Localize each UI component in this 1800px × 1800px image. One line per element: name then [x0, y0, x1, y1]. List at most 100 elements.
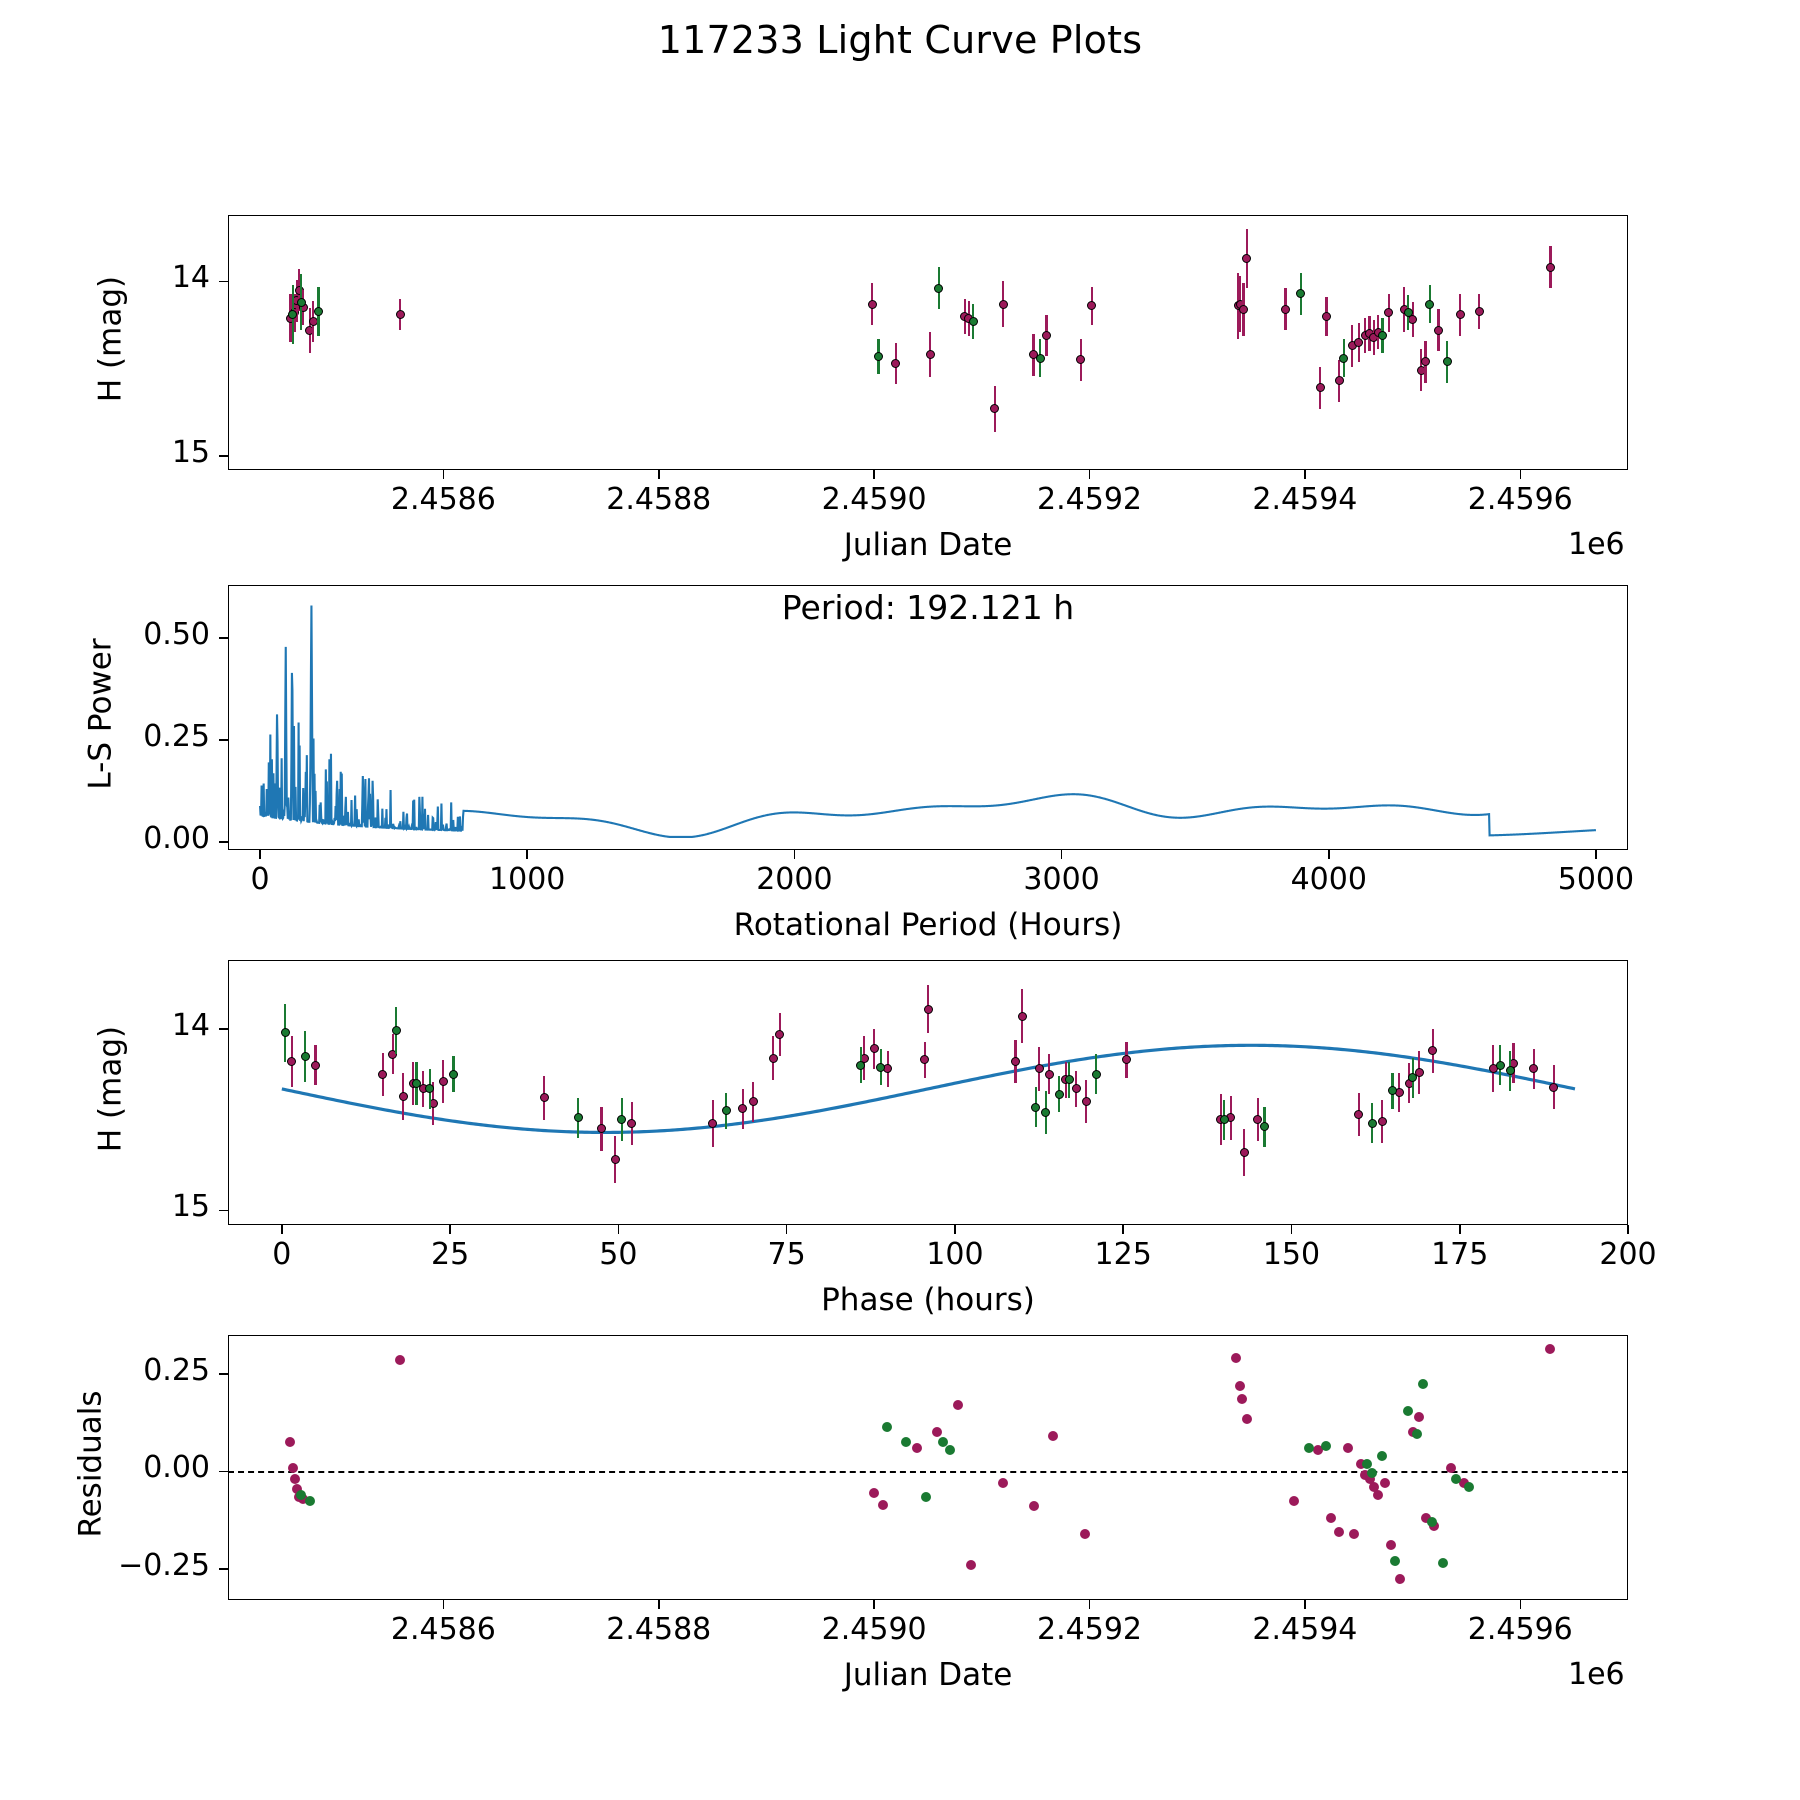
residual-point — [1437, 1557, 1448, 1568]
periodogram-line — [259, 605, 1597, 838]
data-point — [1017, 1011, 1027, 1021]
x-tick-label: 200 — [1599, 1237, 1657, 1272]
data-point — [411, 1078, 421, 1088]
data-point — [1219, 1115, 1229, 1125]
residual-point — [289, 1474, 300, 1485]
x-tick-mark — [442, 1600, 445, 1609]
y-tick-mark — [219, 739, 228, 741]
x-tick-mark — [1327, 850, 1330, 859]
residual-point — [1379, 1478, 1390, 1489]
residual-point — [1403, 1405, 1414, 1416]
y-tick-label: 0.50 — [143, 617, 210, 652]
y-tick-label: 0.00 — [143, 820, 210, 856]
data-point — [573, 1113, 583, 1123]
data-point — [1505, 1066, 1515, 1076]
residual-point — [1420, 1513, 1431, 1524]
residual-point — [869, 1487, 880, 1498]
residual-point — [1321, 1441, 1332, 1452]
data-point — [1403, 308, 1413, 318]
x-tick-mark — [785, 1225, 788, 1234]
panel-phase-folded-plotarea — [228, 960, 1628, 1225]
residual-point — [1418, 1378, 1429, 1389]
panel-light-curve-xlabel: Julian Date — [843, 527, 1013, 563]
data-point — [378, 1069, 388, 1079]
data-point — [1239, 304, 1249, 314]
data-point — [869, 1044, 879, 1054]
x-tick-mark — [873, 470, 875, 479]
x-tick-mark — [1519, 470, 1522, 479]
x-tick-label: 175 — [1431, 1237, 1489, 1272]
data-point — [748, 1097, 758, 1107]
data-point — [311, 1060, 320, 1070]
residual-point — [1080, 1528, 1091, 1539]
data-point — [1408, 1073, 1418, 1083]
residual-point — [1390, 1556, 1401, 1567]
y-tick-label: 15 — [171, 1189, 210, 1225]
data-point — [968, 317, 978, 327]
residual-point — [1427, 1517, 1437, 1528]
x-tick-label: 4000 — [1290, 862, 1367, 897]
data-point — [1549, 1082, 1559, 1092]
y-tick-mark — [219, 1373, 228, 1375]
x-tick-label: 2.4594 — [1252, 482, 1358, 517]
data-point — [398, 1091, 408, 1101]
panel-periodogram-frame — [228, 585, 1628, 850]
data-point — [1071, 1084, 1081, 1094]
residual-point — [296, 1489, 307, 1500]
x-tick-mark — [1627, 1225, 1629, 1234]
residual-point — [1028, 1501, 1039, 1512]
sinusoid-fit-curve — [281, 1043, 1576, 1135]
x-tick-mark — [1060, 850, 1063, 859]
panel-phase-folded-frame — [228, 960, 1628, 1225]
panel-residuals — [228, 1335, 1628, 1600]
residual-point — [395, 1355, 406, 1366]
data-point — [448, 1069, 458, 1079]
data-point — [721, 1106, 731, 1116]
data-point — [308, 317, 318, 327]
data-point — [923, 1004, 933, 1014]
x-tick-label: 2.4596 — [1467, 1612, 1573, 1647]
residual-point — [1362, 1458, 1373, 1469]
data-point — [1545, 262, 1555, 272]
data-point — [1387, 1086, 1397, 1096]
x-tick-label: 2.4586 — [390, 1612, 496, 1647]
x-tick-label: 2.4592 — [1037, 1612, 1143, 1647]
data-point — [1414, 1068, 1424, 1078]
x-tick-mark — [281, 1225, 283, 1234]
x-tick-label: 0 — [272, 1237, 292, 1272]
residual-point — [966, 1559, 977, 1570]
x-tick-mark — [1122, 1225, 1124, 1234]
x-tick-mark — [259, 850, 261, 859]
data-point — [1377, 1117, 1387, 1127]
residual-point — [1355, 1458, 1366, 1469]
residual-point — [1349, 1528, 1360, 1539]
panel-periodogram — [228, 585, 1628, 850]
y-tick-mark — [219, 637, 228, 639]
data-point — [1339, 353, 1349, 363]
data-point — [1239, 1147, 1249, 1157]
x-tick-mark — [617, 1225, 620, 1234]
data-point — [1433, 325, 1443, 335]
x-tick-label: 100 — [926, 1237, 984, 1272]
data-point — [1421, 357, 1431, 367]
y-tick-label: 0.25 — [143, 1352, 210, 1388]
data-point — [873, 351, 883, 361]
residual-point — [1394, 1573, 1405, 1584]
data-point — [1035, 353, 1045, 363]
residual-point — [901, 1437, 912, 1448]
zero-reference-line — [228, 1471, 1628, 1474]
x-tick-mark — [1290, 1225, 1293, 1234]
data-point — [990, 404, 1000, 414]
data-point — [1034, 1064, 1044, 1074]
data-point — [1529, 1064, 1539, 1074]
panel-residuals-frame — [228, 1335, 1628, 1600]
data-point — [313, 306, 323, 316]
residual-point — [1364, 1474, 1375, 1485]
panel-light-curve — [228, 215, 1628, 470]
residual-point — [1368, 1481, 1379, 1492]
x-tick-label: 2.4592 — [1037, 482, 1143, 517]
x-tick-label: 5000 — [1557, 862, 1635, 897]
data-point — [1495, 1060, 1505, 1070]
x-tick-label: 25 — [431, 1237, 470, 1272]
